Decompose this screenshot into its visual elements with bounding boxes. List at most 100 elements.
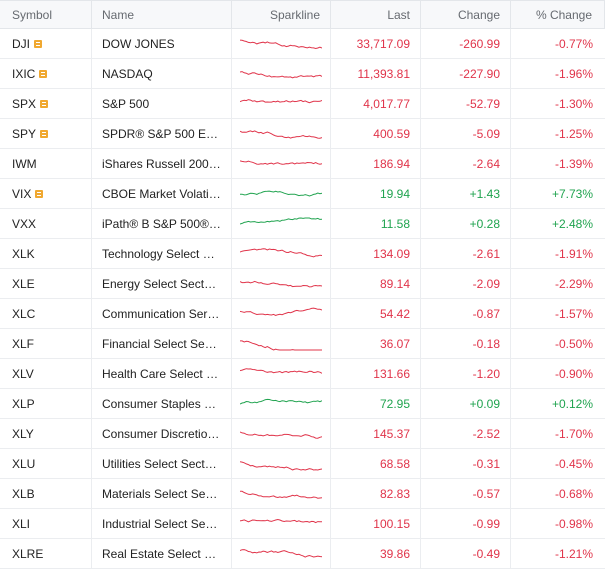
- news-icon[interactable]: [34, 39, 42, 48]
- table-row[interactable]: SPX S&P 500 4,017.77 -52.79 -1.30%: [0, 89, 605, 119]
- table-row[interactable]: XLF Financial Select Sector SPDR® Fund 3…: [0, 329, 605, 359]
- symbol-cell[interactable]: XLRE: [0, 539, 92, 568]
- symbol-cell[interactable]: XLP: [0, 389, 92, 418]
- price-change: +0.09: [421, 389, 511, 418]
- symbol-cell[interactable]: XLV: [0, 359, 92, 388]
- security-name: iShares Russell 2000 ETF: [102, 156, 221, 171]
- sparkline-chart: [240, 431, 322, 439]
- symbol-cell[interactable]: XLI: [0, 509, 92, 538]
- table-row[interactable]: XLRE Real Estate Select Sector SPDR® Fun…: [0, 539, 605, 569]
- symbol-text[interactable]: IWM: [12, 156, 37, 171]
- last-price: 11.58: [331, 209, 421, 238]
- security-name: Consumer Staples Select Sector SPDR® Fun…: [102, 396, 221, 411]
- symbol-cell[interactable]: SPY: [0, 119, 92, 148]
- column-header-name[interactable]: Name: [92, 1, 232, 28]
- name-cell: Financial Select Sector SPDR® Fund: [92, 329, 232, 358]
- table-row[interactable]: XLC Communication Services Select Sector…: [0, 299, 605, 329]
- symbol-cell[interactable]: IXIC: [0, 59, 92, 88]
- sparkline-cell: [232, 539, 331, 568]
- symbol-text[interactable]: XLY: [12, 426, 34, 441]
- symbol-cell[interactable]: XLU: [0, 449, 92, 478]
- table-row[interactable]: XLU Utilities Select Sector SPDR® Fund 6…: [0, 449, 605, 479]
- name-cell: Consumer Discretionary Select Sector SPD…: [92, 419, 232, 448]
- column-header-change[interactable]: Change: [421, 1, 511, 28]
- table-body: DJI DOW JONES 33,717.09 -260.99 -0.77% I…: [0, 29, 605, 569]
- symbol-text[interactable]: XLI: [12, 516, 31, 531]
- price-change: -0.31: [421, 449, 511, 478]
- symbol-cell[interactable]: VIX: [0, 179, 92, 208]
- name-cell: S&P 500: [92, 89, 232, 118]
- name-cell: CBOE Market Volatility Index: [92, 179, 232, 208]
- last-price: 89.14: [331, 269, 421, 298]
- last-price: 134.09: [331, 239, 421, 268]
- last-price: 19.94: [331, 179, 421, 208]
- table-row[interactable]: XLY Consumer Discretionary Select Sector…: [0, 419, 605, 449]
- news-icon[interactable]: [40, 129, 49, 138]
- table-row[interactable]: SPY SPDR® S&P 500 ETF Trust 400.59 -5.09…: [0, 119, 605, 149]
- table-row[interactable]: IWM iShares Russell 2000 ETF 186.94 -2.6…: [0, 149, 605, 179]
- table-header: Symbol Name Sparkline Last Change % Chan…: [0, 0, 605, 29]
- table-row[interactable]: XLV Health Care Select Sector SPDR® Fund…: [0, 359, 605, 389]
- symbol-text[interactable]: XLE: [12, 276, 35, 291]
- symbol-text[interactable]: XLK: [12, 246, 35, 261]
- name-cell: Utilities Select Sector SPDR® Fund: [92, 449, 232, 478]
- last-price: 68.58: [331, 449, 421, 478]
- table-row[interactable]: DJI DOW JONES 33,717.09 -260.99 -0.77%: [0, 29, 605, 59]
- table-row[interactable]: VXX iPath® B S&P 500® VIX Short-Term Fut…: [0, 209, 605, 239]
- symbol-text[interactable]: SPX: [12, 96, 37, 111]
- column-header-pct-change[interactable]: % Change: [511, 1, 605, 28]
- sparkline-cell: [232, 119, 331, 148]
- name-cell: Technology Select Sector SPDR® Fund: [92, 239, 232, 268]
- symbol-text[interactable]: IXIC: [12, 66, 36, 81]
- table-row[interactable]: IXIC NASDAQ 11,393.81 -227.90 -1.96%: [0, 59, 605, 89]
- table-row[interactable]: XLI Industrial Select Sector SPDR® Fund …: [0, 509, 605, 539]
- symbol-cell[interactable]: DJI: [0, 29, 92, 58]
- last-price: 39.86: [331, 539, 421, 568]
- percent-change: -1.25%: [554, 126, 593, 141]
- symbol-text[interactable]: XLC: [12, 306, 36, 321]
- table-row[interactable]: XLB Materials Select Sector SPDR® Fund 8…: [0, 479, 605, 509]
- symbol-cell[interactable]: XLC: [0, 299, 92, 328]
- security-name: SPDR® S&P 500 ETF Trust: [102, 126, 221, 141]
- symbol-text[interactable]: XLRE: [12, 546, 44, 561]
- symbol-cell[interactable]: XLY: [0, 419, 92, 448]
- symbol-cell[interactable]: SPX: [0, 89, 92, 118]
- price-change: -1.20: [421, 359, 511, 388]
- symbol-text[interactable]: XLV: [12, 366, 34, 381]
- table-row[interactable]: VIX CBOE Market Volatility Index 19.94 +…: [0, 179, 605, 209]
- sparkline-chart: [240, 490, 322, 499]
- price-change: -2.52: [421, 419, 511, 448]
- symbol-cell[interactable]: XLF: [0, 329, 92, 358]
- news-icon[interactable]: [39, 69, 48, 78]
- symbol-cell[interactable]: IWM: [0, 149, 92, 178]
- last-price: 54.42: [331, 299, 421, 328]
- table-row[interactable]: XLK Technology Select Sector SPDR® Fund …: [0, 239, 605, 269]
- symbol-text[interactable]: XLB: [12, 486, 35, 501]
- news-icon[interactable]: [35, 189, 44, 198]
- symbol-text[interactable]: SPY: [12, 126, 37, 141]
- symbol-cell[interactable]: VXX: [0, 209, 92, 238]
- sparkline-cell: [232, 209, 331, 238]
- percent-change: +7.73%: [551, 186, 593, 201]
- symbol-cell[interactable]: XLB: [0, 479, 92, 508]
- column-header-sparkline[interactable]: Sparkline: [232, 1, 331, 28]
- name-cell: Energy Select Sector SPDR® Fund: [92, 269, 232, 298]
- table-row[interactable]: XLE Energy Select Sector SPDR® Fund 89.1…: [0, 269, 605, 299]
- column-header-symbol[interactable]: Symbol: [0, 1, 92, 28]
- symbol-text[interactable]: DJI: [12, 36, 30, 51]
- symbol-cell[interactable]: XLK: [0, 239, 92, 268]
- sparkline-chart: [240, 307, 322, 316]
- column-header-last[interactable]: Last: [331, 1, 421, 28]
- symbol-text[interactable]: XLF: [12, 336, 35, 351]
- symbol-text[interactable]: VXX: [12, 216, 37, 231]
- sparkline-cell: [232, 179, 331, 208]
- news-icon[interactable]: [40, 99, 49, 108]
- symbol-cell[interactable]: XLE: [0, 269, 92, 298]
- symbol-text[interactable]: XLP: [12, 396, 35, 411]
- table-row[interactable]: XLP Consumer Staples Select Sector SPDR®…: [0, 389, 605, 419]
- symbol-text[interactable]: XLU: [12, 456, 36, 471]
- percent-change: -2.29%: [554, 276, 593, 291]
- symbol-text[interactable]: VIX: [12, 186, 32, 201]
- percent-change: -0.50%: [554, 336, 593, 351]
- percent-change: -1.91%: [554, 246, 593, 261]
